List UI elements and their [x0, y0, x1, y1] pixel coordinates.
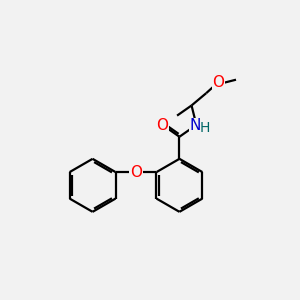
Text: O: O [156, 118, 168, 133]
Text: O: O [213, 75, 225, 90]
Text: O: O [130, 165, 142, 180]
Text: N: N [189, 118, 201, 133]
Text: H: H [200, 121, 210, 135]
